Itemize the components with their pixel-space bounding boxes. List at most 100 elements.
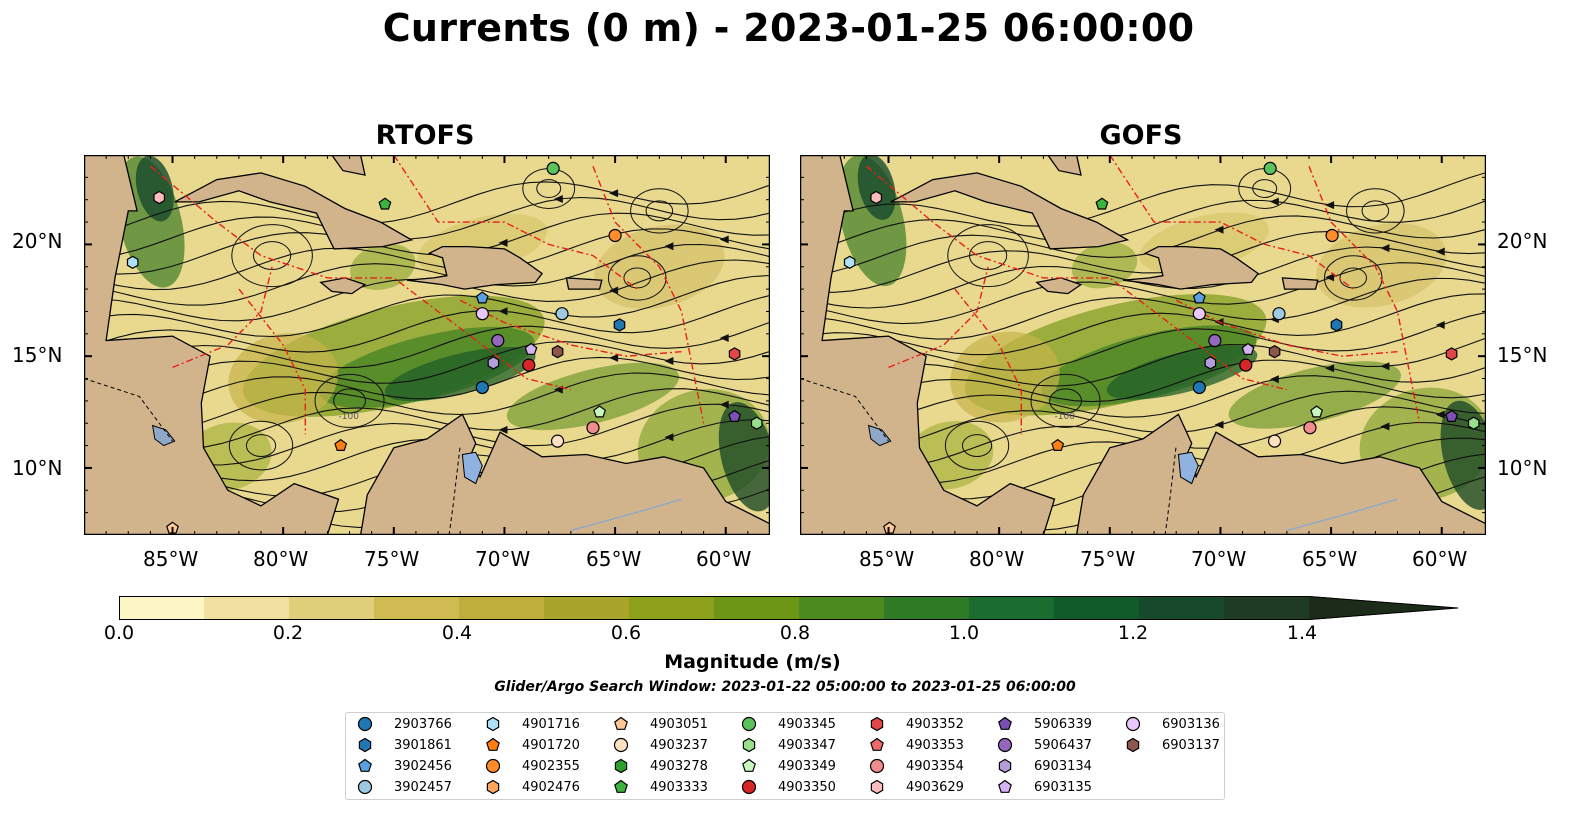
float-marker-4901716: [843, 255, 856, 269]
eez-boundary: [954, 288, 1022, 435]
legend-marker-4901716: [486, 716, 500, 732]
eddy-streamline: [1323, 255, 1383, 301]
jamaica-land: [1035, 277, 1083, 295]
streamline: [84, 294, 770, 353]
colorbar-segment: [459, 596, 545, 620]
legend-marker-icon: [741, 716, 757, 732]
legend-label: 6903137: [1162, 737, 1220, 753]
colorbar-tick-4: 0.8: [779, 622, 811, 644]
lat-label-10n-left: 10°N: [12, 456, 63, 480]
legend-label: 6903134: [1034, 758, 1092, 774]
float-marker-6903135: [1241, 342, 1255, 355]
legend-item-4903278: 4903278: [612, 756, 708, 776]
streamline: [800, 277, 1486, 340]
legend-label: 4903345: [778, 716, 836, 732]
legend-marker-4903051: [614, 716, 628, 730]
hispaniola-land: [1123, 245, 1260, 290]
float-marker-4903349: [593, 405, 607, 418]
float-marker-5906437: [491, 333, 505, 348]
speed-patch: [1071, 242, 1138, 289]
legend-marker-icon: [997, 737, 1013, 753]
legend-marker-6903136: [1125, 716, 1141, 732]
legend-label: 4903350: [778, 779, 836, 795]
flow-arrow: [1435, 247, 1445, 256]
streamline: [84, 321, 770, 378]
float-marker-4903347: [750, 416, 763, 430]
speed-patch: [135, 155, 174, 222]
float-marker-4902355: [1325, 228, 1339, 243]
eez-boundary: [1109, 155, 1354, 290]
legend-label: 4903354: [906, 758, 964, 774]
legend-label: 5906339: [1034, 716, 1092, 732]
float-marker-4903350: [522, 358, 536, 372]
puerto-rico-land: [1281, 277, 1319, 290]
legend-item-6903134: 6903134: [996, 756, 1092, 776]
map-frame: [84, 155, 770, 535]
legend-label: 4903352: [906, 716, 964, 732]
float-marker-4903237: [550, 434, 565, 448]
legend-marker-icon: [614, 779, 628, 793]
flow-arrow: [1325, 273, 1335, 282]
streamline: [84, 212, 770, 275]
legend-label: 3902457: [394, 779, 452, 795]
legend-marker-icon: [998, 758, 1012, 774]
eddy-streamline: [1049, 388, 1082, 414]
float-marker-6903134: [487, 356, 500, 370]
legend-item-4903629: 4903629: [868, 777, 964, 797]
legend-marker-4901720: [486, 737, 500, 751]
legend-item-3901861: 3901861: [356, 735, 452, 755]
legend-item-4902355: 4902355: [484, 756, 580, 776]
flow-arrow: [1380, 422, 1390, 431]
legend-item-6903135: 6903135: [996, 777, 1092, 797]
rtofs-map: -100: [84, 155, 770, 535]
legend-marker-4903629: [870, 779, 884, 795]
cuba-land: [174, 172, 414, 250]
legend-marker-icon: [870, 779, 884, 795]
legend-marker-6903134: [998, 758, 1012, 774]
eez-boundary: [592, 165, 705, 424]
country-border: [84, 378, 173, 442]
colorbar-segment: [714, 596, 800, 620]
legend-label: 6903136: [1162, 716, 1220, 732]
bahamas-land: [331, 155, 366, 176]
flow-arrow: [719, 400, 729, 409]
streamline: [84, 196, 770, 260]
lon-label-85w-rtofs: 85°W: [143, 547, 199, 571]
float-marker-4903352: [728, 347, 741, 361]
float-marker-4903354: [1303, 421, 1317, 435]
legend-marker-4903347: [742, 737, 756, 753]
float-marker-4903629: [870, 190, 883, 205]
eddy-streamline: [333, 388, 366, 414]
legend-marker-icon: [742, 758, 756, 772]
float-marker-4903345: [546, 161, 560, 176]
eddy-streamline: [1361, 200, 1390, 222]
legend-marker-4903354: [869, 758, 885, 774]
float-marker-6903137: [551, 345, 564, 359]
legend-item-6903136: 6903136: [1124, 714, 1220, 734]
flow-arrow: [1214, 225, 1224, 234]
legend-item-2903766: 2903766: [356, 714, 452, 734]
flow-arrow: [609, 353, 619, 362]
legend-marker-5906437: [997, 737, 1013, 753]
country-border: [448, 445, 461, 535]
jamaica-land: [319, 277, 367, 295]
country-border: [800, 378, 889, 442]
float-marker-4903347: [1467, 416, 1480, 430]
lon-label-80w-rtofs: 80°W: [253, 547, 309, 571]
eez-boundary: [1308, 165, 1421, 424]
speed-patch: [506, 362, 680, 431]
legend-item-4901720: 4901720: [484, 735, 580, 755]
streamline: [800, 172, 1486, 228]
eddy-streamline: [1346, 188, 1405, 234]
float-marker-4902355: [608, 228, 622, 243]
lon-label-75w-gofs: 75°W: [1080, 547, 1136, 571]
colorbar-tick-7: 1.4: [1286, 622, 1318, 644]
colorbar-segment: [799, 596, 885, 620]
legend-label: 2903766: [394, 716, 452, 732]
lat-label-15n-left: 15°N: [12, 343, 63, 367]
float-marker-6903136: [475, 307, 489, 321]
float-marker-3902456: [475, 291, 489, 304]
float-marker-4903352: [1445, 347, 1458, 361]
colorbar-segment: [1224, 596, 1310, 620]
colorbar-segment: [1054, 596, 1140, 620]
